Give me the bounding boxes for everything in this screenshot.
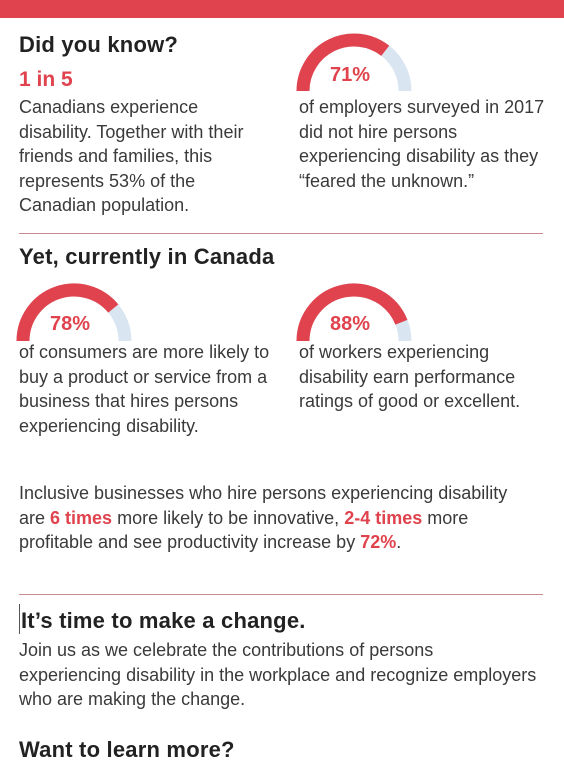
gauge-78-fill — [16, 283, 119, 342]
summary-part-4: . — [396, 532, 402, 552]
make-a-change-heading: It’s time to make a change. — [21, 608, 306, 633]
gauge-71-text: of employers surveyed in 2017 did not hi… — [299, 97, 545, 191]
summary-highlight-72: 72% — [360, 532, 397, 552]
divider-1 — [19, 233, 543, 234]
gauge-71-value: 71% — [330, 64, 371, 86]
gauge-78-icon — [16, 283, 132, 342]
gauge-88-text: of workers experiencing disability earn … — [299, 342, 521, 411]
top-accent-bar — [0, 0, 564, 18]
gauge-71-fill — [296, 33, 390, 92]
text-cursor — [19, 604, 20, 634]
divider-2 — [19, 594, 543, 595]
summary-part-1: Inclusive businesses who hire persons ex… — [19, 483, 508, 528]
gauge-78-text: of consumers are more likely to buy a pr… — [19, 342, 270, 436]
intro-stat: 1 in 5 — [19, 68, 73, 91]
make-a-change-text: Join us as we celebrate the contribution… — [19, 640, 537, 709]
gauge-71-icon — [296, 33, 412, 92]
gauge-78-value: 78% — [50, 313, 91, 335]
did-you-know-heading: Did you know? — [19, 32, 179, 57]
summary-highlight-2-4-times: 2-4 times — [344, 507, 423, 528]
intro-text: Canadians experience disability. Togethe… — [19, 97, 244, 215]
gauge-88-icon — [296, 283, 412, 342]
summary-part-3: more profitable and see productivity inc… — [19, 507, 469, 553]
summary-part-2: more likely to be innovative, — [112, 507, 345, 528]
currently-in-canada-heading: Yet, currently in Canada — [19, 244, 275, 269]
learn-more-heading: Want to learn more? — [19, 737, 235, 762]
gauge-88-value: 88% — [330, 313, 371, 335]
summary-paragraph: Inclusive businesses who hire persons ex… — [19, 481, 519, 555]
summary-highlight-6-times: 6 times — [50, 507, 113, 528]
gauge-88-fill — [296, 283, 408, 342]
